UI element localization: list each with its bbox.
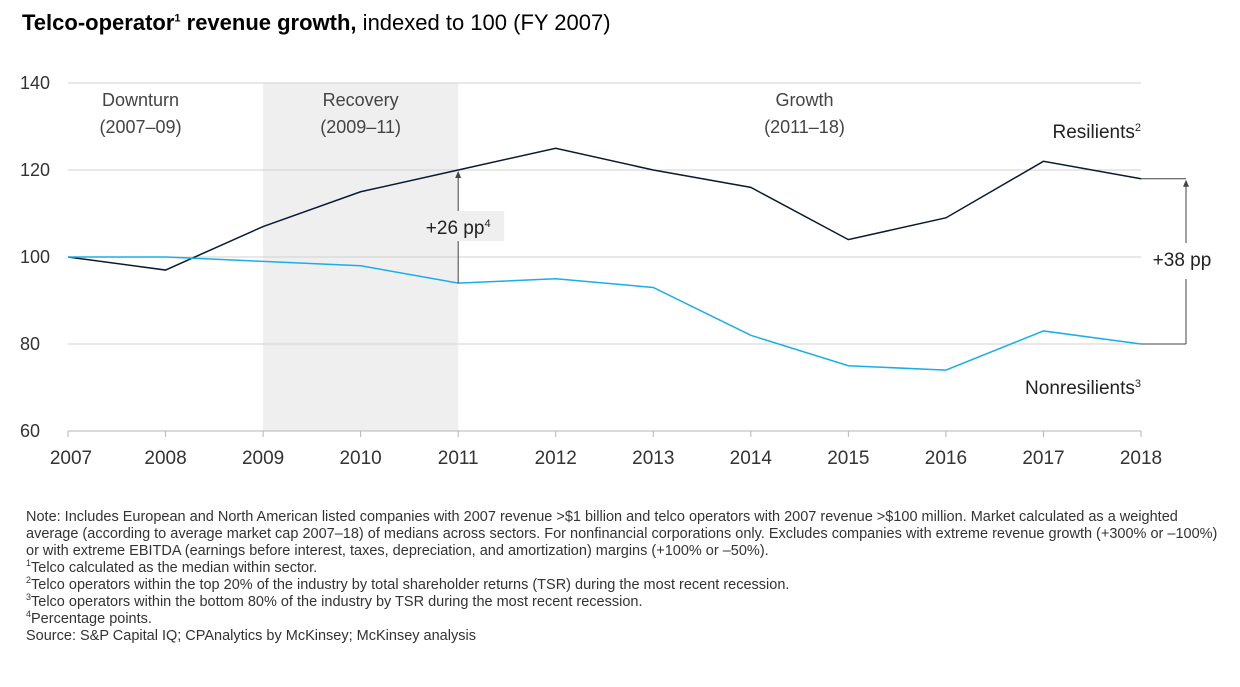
- y-tick-label-100: 100: [20, 247, 50, 267]
- footnote-marker: 2: [26, 575, 32, 586]
- title-bold-rest: revenue growth,: [180, 10, 357, 35]
- annotation-38-arrowhead: [1183, 179, 1189, 187]
- series-line-resilients: [67, 147, 1142, 271]
- phase-label-2: Recovery: [323, 90, 399, 110]
- phase-range-3: (2011–18): [764, 117, 845, 137]
- phase-range-2: (2009–11): [320, 117, 401, 137]
- footnote-3: 3Telco operators within the bottom 80% o…: [26, 592, 1226, 611]
- title-sup: 1: [174, 12, 181, 25]
- x-tick-label-2012: 2012: [535, 448, 577, 469]
- title-bold: Telco-operator: [22, 10, 175, 35]
- phase-range-1: (2007–09): [100, 117, 182, 137]
- footnote-text: Telco operators within the bottom 80% of…: [31, 594, 643, 610]
- x-tick-label-2017: 2017: [1022, 448, 1064, 469]
- title-normal: indexed to 100 (FY 2007): [356, 10, 611, 35]
- y-tick-label-120: 120: [20, 160, 50, 180]
- x-tick-label-2011: 2011: [438, 448, 479, 469]
- phase-label-1: Downturn: [102, 90, 179, 110]
- chart-notes: Note: Includes European and North Americ…: [26, 509, 1226, 645]
- series-line-nonresilients: [68, 256, 1142, 371]
- note-text: Note: Includes European and North Americ…: [26, 509, 1218, 559]
- x-tick-label-2018: 2018: [1120, 448, 1162, 469]
- y-tick-label-80: 80: [20, 334, 40, 354]
- footnote-4: 4Percentage points.: [26, 609, 1226, 628]
- annotation-26-arrowhead: [455, 171, 462, 178]
- x-tick-label-2013: 2013: [632, 448, 674, 469]
- series-label-nonresilients: Nonresilients3: [1025, 378, 1141, 399]
- annotation-26-label: +26 pp4: [426, 218, 491, 239]
- x-tick-label-2015: 2015: [827, 448, 869, 469]
- source-text: Source: S&P Capital IQ; CPAnalytics by M…: [26, 628, 476, 644]
- phase-label-3: Growth: [775, 90, 833, 110]
- x-tick-label-2008: 2008: [144, 448, 186, 469]
- x-tick-label-2016: 2016: [925, 448, 967, 469]
- footnote-marker: 3: [26, 592, 32, 603]
- footnote-1: 1Telco calculated as the median within s…: [26, 558, 1226, 577]
- footnote-2: 2Telco operators within the top 20% of t…: [26, 575, 1226, 594]
- footnote-list: 1Telco calculated as the median within s…: [26, 558, 1226, 628]
- annotation-26-bg: [412, 211, 505, 241]
- footnote-text: Percentage points.: [31, 611, 152, 627]
- annotation-38-label: +38 pp: [1153, 250, 1212, 271]
- x-tick-label-2009: 2009: [242, 448, 284, 469]
- footnote-text: Telco calculated as the median within se…: [31, 560, 318, 576]
- footnote-text: Telco operators within the top 20% of th…: [31, 577, 790, 593]
- x-tick-label-2010: 2010: [339, 448, 381, 469]
- x-tick-label-2007: 2007: [50, 448, 92, 469]
- chart-title: Telco-operator1 revenue growth, indexed …: [22, 10, 611, 36]
- footnote-marker: 4: [26, 609, 32, 620]
- footnote-marker: 1: [26, 558, 32, 569]
- line-chart: 60 80 100 120 140 2007 2008 2009 2010 2011 2012 201…: [20, 73, 1212, 469]
- y-tick-label-60: 60: [20, 421, 40, 441]
- y-tick-label-140: 140: [20, 73, 50, 93]
- x-tick-label-2014: 2014: [730, 448, 773, 469]
- series-label-resilients: Resilients2: [1053, 122, 1142, 143]
